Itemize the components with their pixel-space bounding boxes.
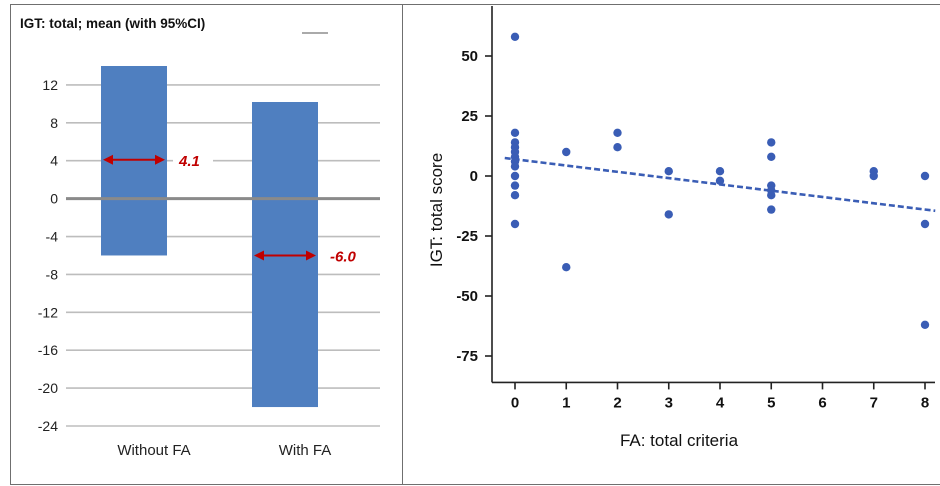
scatter-point (562, 147, 571, 157)
scatter-point (510, 32, 520, 41)
scatter-point (767, 191, 776, 200)
scatter-point (869, 171, 878, 181)
x-tick-label: 8 (921, 394, 929, 411)
x-tick-label: 7 (870, 394, 878, 411)
scatter-point (613, 128, 622, 137)
scatter-point (715, 176, 725, 185)
title-background (16, 12, 298, 34)
scatter-point (767, 205, 776, 214)
y-tick-label: 50 (461, 48, 478, 65)
scatter-point (664, 167, 673, 176)
y-tick-label: -8 (46, 266, 59, 282)
x-tick-label: 2 (613, 394, 621, 411)
y-tick-label: 0 (50, 191, 58, 207)
category-label: Without FA (117, 442, 190, 459)
y-tick-label: -75 (456, 348, 478, 365)
y-tick-label: 12 (42, 77, 58, 93)
bar-chart-y-ticks: 12 8 4 0 -4 -8 -12 -16 -20 -24 (38, 77, 58, 434)
scatter-point (510, 191, 520, 200)
y-tick-label: -25 (456, 228, 478, 245)
arrow-head-right (306, 250, 316, 261)
x-tick-label: 4 (716, 394, 725, 411)
y-tick-label: -24 (38, 418, 58, 434)
arrow-head-left (103, 154, 113, 165)
scatter-point (715, 167, 725, 176)
scatter-chart: 50 25 0 -25 -50 -75 0 1 2 3 4 5 6 7 8 FA: total crite… (427, 6, 936, 450)
scatter-point (920, 171, 930, 181)
scatter-points (510, 32, 930, 329)
bar-chart-title: IGT: total; mean (with 95%CI) (20, 16, 205, 31)
mean-label-background (324, 243, 364, 266)
scatter-point (767, 138, 776, 147)
category-label: With FA (279, 442, 332, 459)
scatter-point (920, 320, 930, 329)
y-tick-label: -50 (456, 288, 478, 305)
scatter-point (510, 128, 520, 137)
x-tick-label: 3 (665, 394, 673, 411)
x-tick-label: 0 (511, 394, 519, 411)
y-tick-label: 8 (50, 115, 58, 131)
scatter-point (510, 171, 520, 181)
mean-label: 4.1 (178, 153, 200, 170)
y-tick-label: -16 (38, 342, 58, 358)
scatter-point (510, 162, 520, 171)
x-tick-label: 6 (818, 394, 826, 411)
scatter-y-ticks: 50 25 0 -25 -50 -75 (456, 48, 492, 365)
x-tick-label: 5 (767, 394, 775, 411)
scatter-point (613, 143, 622, 152)
scatter-x-axis-label: FA: total criteria (620, 431, 739, 450)
y-tick-label: -20 (38, 380, 58, 396)
bar-chart-categories: Without FA With FA (117, 442, 331, 459)
mean-label: -6.0 (330, 248, 357, 265)
scatter-point (664, 210, 673, 219)
y-tick-label: 4 (50, 153, 58, 169)
x-tick-label: 1 (562, 394, 570, 411)
scatter-y-axis-label: IGT: total score (427, 153, 446, 267)
y-tick-label: -4 (46, 229, 59, 245)
y-tick-label: -12 (38, 304, 58, 320)
scatter-point (920, 219, 930, 229)
scatter-point (510, 181, 520, 190)
scatter-x-ticks: 0 1 2 3 4 5 6 7 8 (511, 382, 929, 411)
scatter-point (562, 263, 571, 272)
y-tick-label: 0 (470, 168, 478, 185)
mean-label-background (173, 147, 213, 170)
scatter-point (510, 219, 520, 229)
arrow-head-left (254, 250, 264, 261)
scatter-point (767, 152, 776, 161)
y-tick-label: 25 (461, 108, 478, 125)
right-panel-frame (402, 4, 940, 485)
arrow-head-right (155, 154, 165, 165)
bar-chart-mean-annotations: 4.1 -6.0 (103, 147, 364, 266)
